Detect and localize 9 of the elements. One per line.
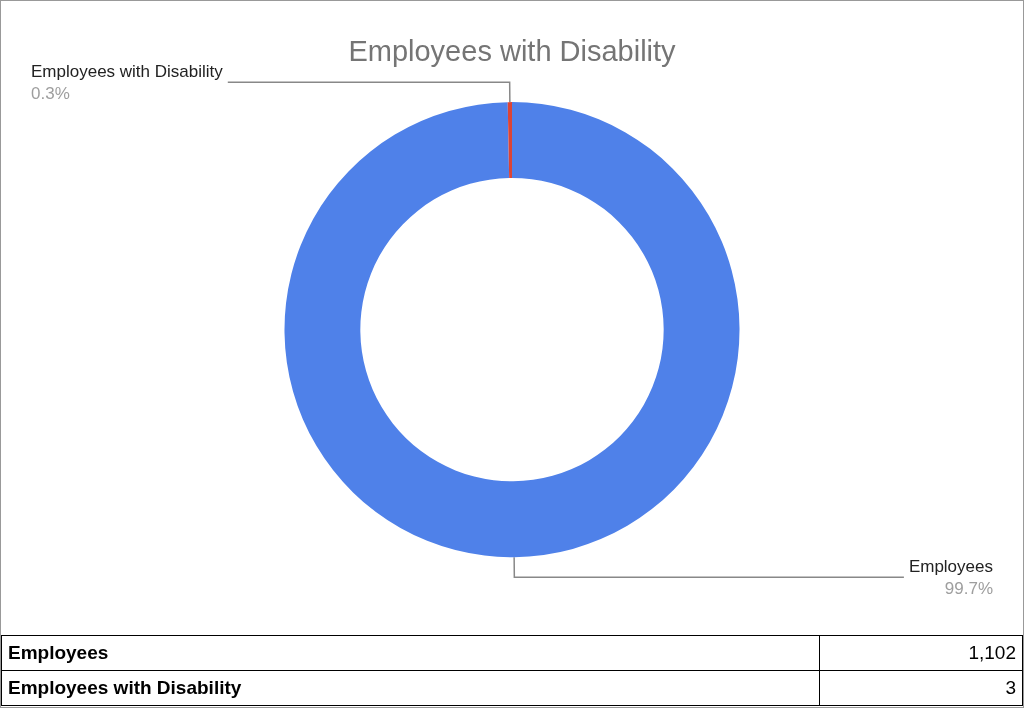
category-label: Employees [8, 642, 109, 663]
data-label: 99.7% [944, 578, 993, 598]
slice-label: Employees [908, 556, 993, 576]
data-label: 0.3% [31, 83, 70, 103]
category-label: Employees with Disability [8, 677, 242, 698]
slice-label: Employees with Disability [31, 61, 224, 81]
text: 1,102 [819, 635, 1023, 671]
chart-title: Employees with Disability [348, 34, 677, 67]
text: 3 [819, 670, 1023, 706]
